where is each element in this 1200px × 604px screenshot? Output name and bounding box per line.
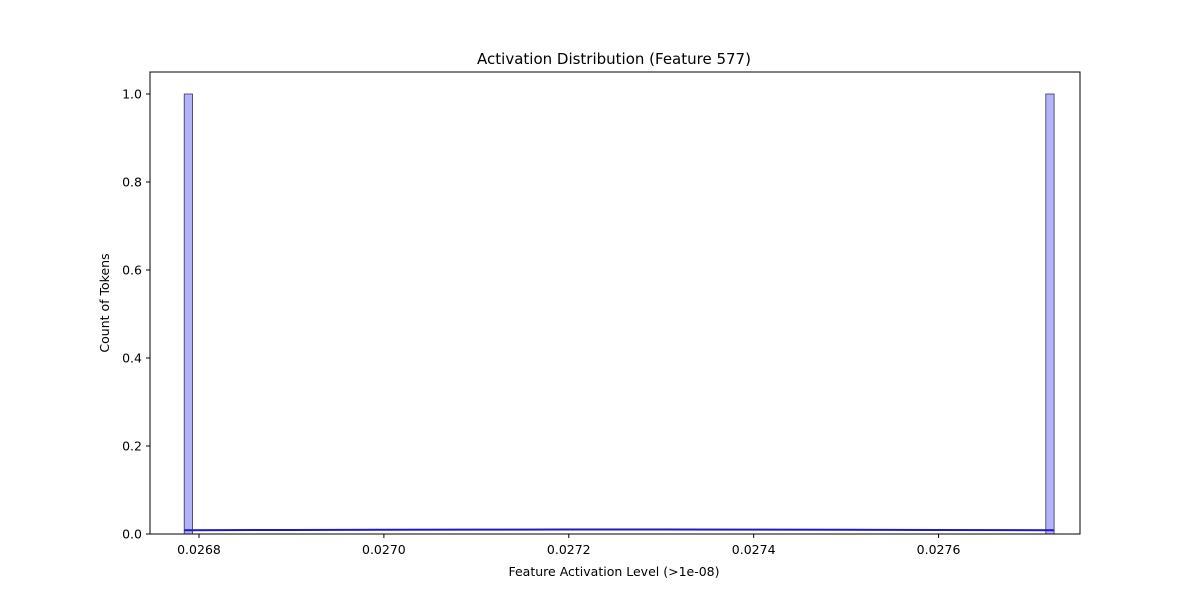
y-tick-label: 1.0 xyxy=(122,87,142,102)
y-tick-label: 0.0 xyxy=(122,527,142,542)
x-tick-label: 0.0272 xyxy=(547,542,591,557)
kde-curve-line xyxy=(184,528,1055,532)
y-tick-label: 0.2 xyxy=(122,439,142,454)
y-axis-label: Count of Tokens xyxy=(97,253,112,352)
x-axis-label: Feature Activation Level (>1e-08) xyxy=(508,564,719,579)
chart-title: Activation Distribution (Feature 577) xyxy=(477,50,751,68)
y-tick-label: 0.4 xyxy=(122,351,142,366)
x-tick-label: 0.0270 xyxy=(362,542,406,557)
plot-area xyxy=(149,71,1081,535)
x-tick-label: 0.0268 xyxy=(177,542,221,557)
y-tick-label: 0.6 xyxy=(122,263,142,278)
x-tick-label: 0.0274 xyxy=(732,542,776,557)
histogram-bar-1 xyxy=(183,93,193,535)
x-tick-label: 0.0276 xyxy=(917,542,961,557)
y-tick-label: 0.8 xyxy=(122,175,142,190)
histogram-bar-2 xyxy=(1045,93,1055,535)
x-axis-ticks: 0.0268 0.0270 0.0272 0.0274 0.0276 xyxy=(177,534,960,557)
plot-frame xyxy=(149,71,1081,535)
y-axis-ticks: 0.0 0.2 0.4 0.6 0.8 1.0 xyxy=(122,87,150,542)
